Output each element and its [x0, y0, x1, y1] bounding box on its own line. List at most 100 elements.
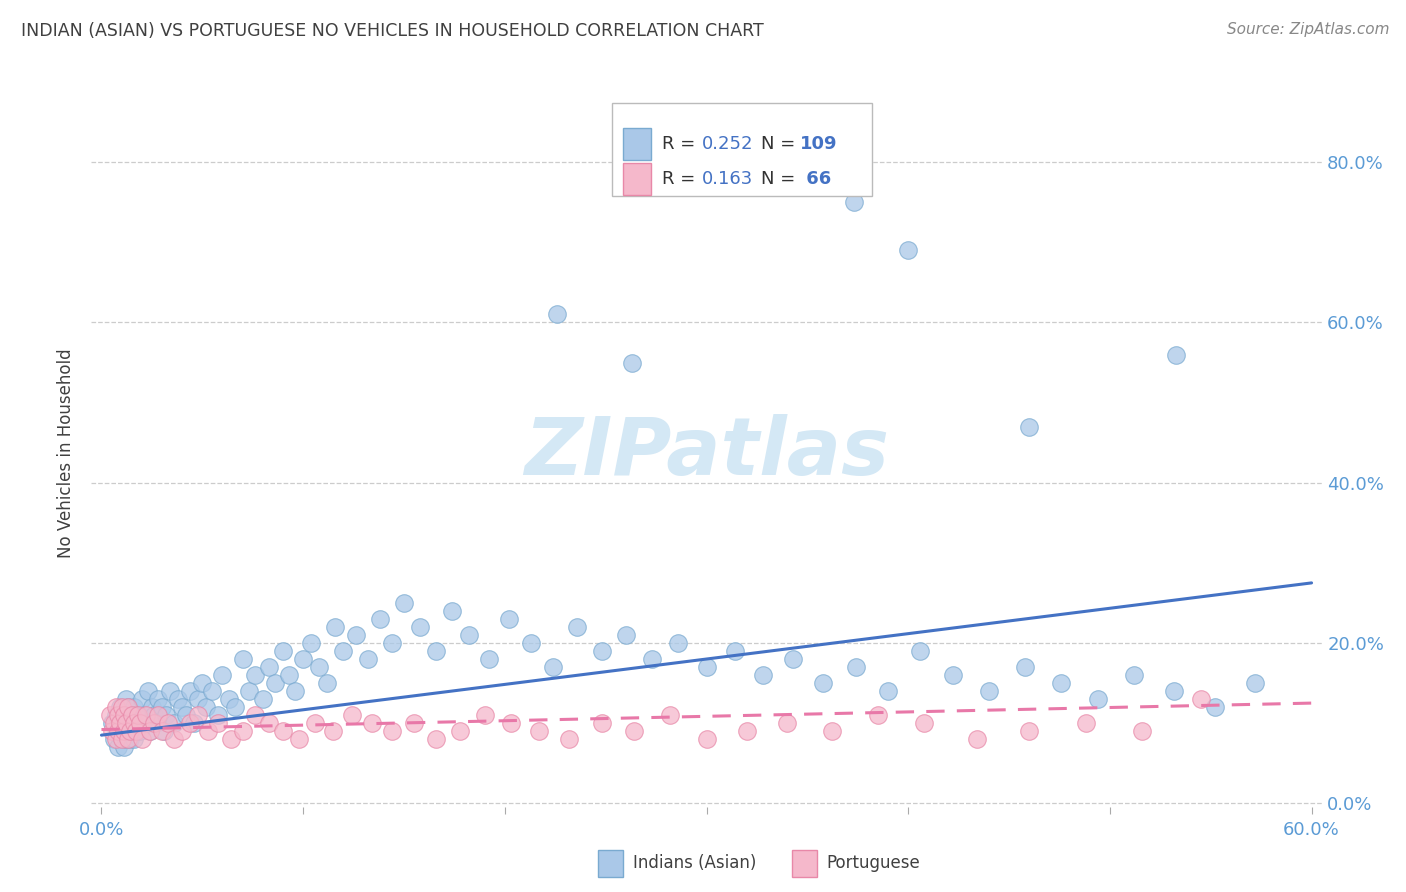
Point [614, 628, 637, 642]
Point [111, 708, 134, 723]
Point [107, 740, 129, 755]
Point [1204, 700, 1226, 714]
Point [546, 308, 568, 322]
Point [179, 716, 201, 731]
Point [114, 732, 136, 747]
Point [187, 692, 209, 706]
Point [150, 700, 173, 714]
Point [103, 732, 125, 747]
Point [1123, 668, 1146, 682]
Point [139, 724, 162, 739]
Point [941, 668, 963, 682]
Point [724, 644, 747, 658]
Point [820, 724, 842, 739]
Point [912, 716, 935, 731]
Point [478, 652, 501, 666]
Point [219, 732, 242, 747]
Point [114, 716, 136, 731]
Point [782, 652, 804, 666]
Point [104, 732, 127, 747]
Point [108, 716, 131, 731]
Point [153, 724, 176, 739]
Point [271, 724, 294, 739]
Point [620, 355, 643, 369]
Point [117, 716, 139, 731]
Point [271, 644, 294, 658]
Point [316, 676, 339, 690]
Point [404, 716, 426, 731]
Point [977, 684, 1000, 698]
Point [252, 692, 274, 706]
Point [207, 708, 229, 723]
Point [845, 660, 868, 674]
Point [112, 724, 135, 739]
Point [322, 724, 344, 739]
Point [218, 692, 240, 706]
Point [910, 644, 932, 658]
Y-axis label: No Vehicles in Household: No Vehicles in Household [58, 348, 76, 558]
Point [125, 724, 148, 739]
Point [146, 692, 169, 706]
Point [877, 684, 900, 698]
Point [224, 700, 246, 714]
Point [257, 660, 280, 674]
Point [425, 644, 447, 658]
Point [695, 732, 717, 747]
Point [122, 732, 145, 747]
Point [357, 652, 380, 666]
Point [183, 716, 205, 731]
Point [121, 724, 143, 739]
Point [558, 732, 581, 747]
Point [111, 732, 134, 747]
Point [163, 732, 186, 747]
Point [135, 708, 157, 723]
Point [107, 724, 129, 739]
Point [332, 644, 354, 658]
Point [381, 724, 404, 739]
Point [127, 716, 149, 731]
Point [344, 628, 367, 642]
Point [866, 708, 889, 723]
Point [813, 676, 835, 690]
Text: INDIAN (ASIAN) VS PORTUGUESE NO VEHICLES IN HOUSEHOLD CORRELATION CHART: INDIAN (ASIAN) VS PORTUGUESE NO VEHICLES… [21, 22, 763, 40]
Point [591, 644, 613, 658]
Point [128, 724, 150, 739]
Point [527, 724, 550, 739]
Text: Portuguese: Portuguese [827, 855, 921, 872]
Point [1189, 692, 1212, 706]
Point [139, 724, 162, 739]
Point [98, 708, 121, 723]
Point [187, 708, 209, 723]
Point [159, 684, 181, 698]
Point [842, 195, 865, 210]
Point [111, 716, 134, 731]
Point [1018, 724, 1040, 739]
Point [100, 716, 122, 731]
Point [541, 660, 564, 674]
Point [966, 732, 988, 747]
Point [128, 716, 150, 731]
Point [163, 716, 186, 731]
Point [100, 724, 122, 739]
Point [1166, 347, 1188, 361]
Text: N =: N = [761, 170, 800, 188]
Point [125, 708, 148, 723]
Point [211, 668, 233, 682]
Point [368, 612, 391, 626]
Point [121, 708, 143, 723]
Point [278, 668, 301, 682]
Point [117, 724, 139, 739]
Point [142, 716, 165, 731]
Point [197, 724, 219, 739]
Point [308, 660, 330, 674]
Point [1018, 419, 1040, 434]
Point [117, 700, 139, 714]
Point [284, 684, 307, 698]
Point [117, 700, 139, 714]
Point [118, 708, 141, 723]
Point [167, 692, 190, 706]
Point [288, 732, 311, 747]
Text: 0.163: 0.163 [702, 170, 752, 188]
Point [567, 620, 589, 634]
Point [122, 716, 145, 731]
